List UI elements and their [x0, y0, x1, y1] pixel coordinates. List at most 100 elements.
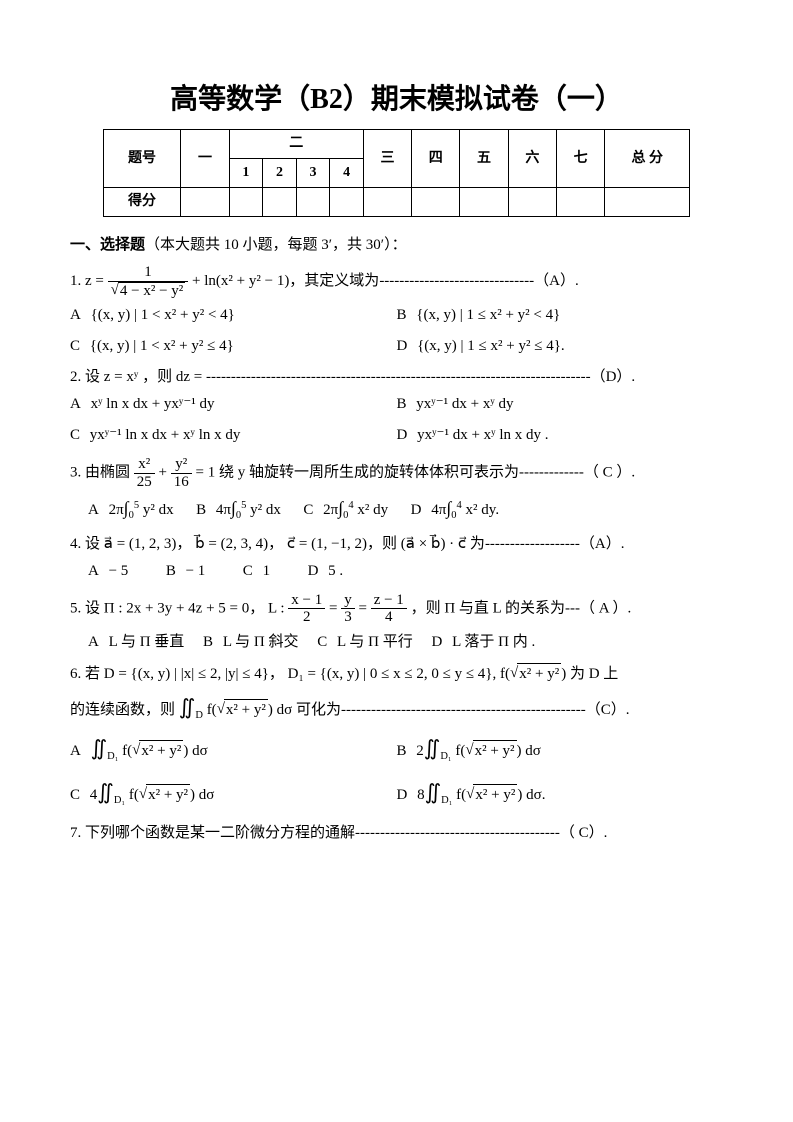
q2-label-b: B	[397, 396, 407, 412]
q2-answer: （D）.	[591, 369, 636, 385]
hdr-two-3: 3	[296, 159, 330, 188]
q4-dashes: -------------------	[485, 536, 580, 552]
q6-d-pre: 8	[417, 787, 425, 803]
q1-label-d: D	[397, 338, 408, 354]
q2-opt-b: yxʸ⁻¹ dx + xʸ dy	[416, 396, 513, 412]
q3-c-pre: 2π	[323, 502, 338, 518]
q3-answer: （ C ）.	[584, 465, 635, 481]
q6-label-a: A	[70, 743, 81, 759]
score-table: 题号 一 二 三 四 五 六 七 总 分 1 2 3 4 得分	[103, 129, 691, 217]
hdr-four: 四	[412, 130, 460, 188]
q1-label-c: C	[70, 338, 80, 354]
q4-answer: （A）.	[580, 536, 625, 552]
q5-opt-d: L 落于 Π 内 .	[452, 634, 535, 650]
question-3: 3. 由椭圆 x²25 + y²16 = 1 绕 y 轴旋转一周所生成的旋转体体…	[70, 456, 723, 490]
section-1-note: （本大题共 10 小题，每题 3′，共 30′）：	[145, 237, 407, 253]
q6-label-c: C	[70, 787, 80, 803]
q4-opt-b: − 1	[186, 563, 206, 579]
q4-label-a: A	[88, 563, 99, 579]
cell-score-2c	[296, 188, 330, 217]
q5-opt-c: L 与 Π 平行	[337, 634, 413, 650]
q3-dashes: -------------	[519, 465, 584, 481]
section-1-title: 一、选择题	[70, 237, 145, 253]
q5-stem-post: ，则 Π 与直 L 的关系为	[411, 600, 565, 616]
q6-options-row2: C 4∬D₁ f(√x² + y²) dσ D 8∬D₁ f(√x² + y²)…	[70, 778, 723, 809]
hdr-question-no: 题号	[103, 130, 181, 188]
q5-label-c: C	[317, 634, 327, 650]
q2-opt-d: yxʸ⁻¹ dx + xʸ ln x dy .	[417, 427, 548, 443]
q1-dashes: -------------------------------	[379, 273, 534, 289]
hdr-three: 三	[363, 130, 411, 188]
cell-score-4	[412, 188, 460, 217]
q2-options-row2: C yxʸ⁻¹ ln x dx + xʸ ln x dy D yxʸ⁻¹ dx …	[70, 425, 723, 446]
q1-options-row2: C {(x, y) | 1 < x² + y² ≤ 4} D {(x, y) |…	[70, 336, 723, 357]
q5-options: A L 与 Π 垂直 B L 与 Π 斜交 C L 与 Π 平行 D L 落于 …	[88, 632, 723, 653]
q2-opt-a: xʸ ln x dx + yxʸ⁻¹ dy	[91, 396, 215, 412]
q6-label-d: D	[397, 787, 408, 803]
q5-label-d: D	[431, 634, 442, 650]
hdr-five: 五	[460, 130, 508, 188]
q7-answer: （ C）.	[560, 825, 608, 841]
q4-opt-d: 5 .	[328, 563, 343, 579]
hdr-two-1: 1	[229, 159, 263, 188]
q1-opt-b: {(x, y) | 1 ≤ x² + y² < 4}	[416, 307, 560, 323]
q4-stem: 4. 设 a⃗ = (1, 2, 3)， b⃗ = (2, 3, 4)， c⃗ …	[70, 536, 485, 552]
q1-answer: （A）.	[534, 273, 579, 289]
cell-score-6	[508, 188, 556, 217]
q1-stem-a: 1. z =	[70, 273, 108, 289]
cell-score-2b	[263, 188, 297, 217]
cell-score-2a	[229, 188, 263, 217]
q1-opt-d: {(x, y) | 1 ≤ x² + y² ≤ 4}.	[417, 338, 565, 354]
q3-frac-x: x²25	[134, 456, 155, 490]
q3-c-int: x² dy	[357, 502, 388, 518]
q6-dashes: ----------------------------------------…	[341, 702, 586, 718]
row-score-label: 得分	[103, 188, 181, 217]
section-1-heading: 一、选择题（本大题共 10 小题，每题 3′，共 30′）：	[70, 235, 723, 256]
q5-dashes: ---	[565, 600, 580, 616]
q1-label-a: A	[70, 307, 81, 323]
cell-score-3	[363, 188, 411, 217]
q1-frac: 1 √4 − x² − y²	[108, 264, 189, 299]
q1-options-row1: A {(x, y) | 1 < x² + y² < 4} B {(x, y) |…	[70, 305, 723, 326]
q6-b-pre: 2	[416, 743, 424, 759]
q5-answer: （ A ）.	[580, 600, 631, 616]
q5-label-a: A	[88, 634, 99, 650]
hdr-seven: 七	[556, 130, 604, 188]
cell-score-7	[556, 188, 604, 217]
q2-dashes: ----------------------------------------…	[206, 369, 591, 385]
question-6-line2: 的连续函数，则 ∬D f(√x² + y²) dσ 可化为-----------…	[70, 693, 723, 724]
q1-label-b: B	[397, 307, 407, 323]
q4-options: A − 5 B − 1 C 1 D 5 .	[88, 561, 723, 582]
q5-opt-b: L 与 Π 斜交	[223, 634, 299, 650]
q6-stem-l1b: ) 为 D 上	[561, 666, 618, 682]
q5-label-b: B	[203, 634, 213, 650]
q5-frac-3: z − 14	[371, 592, 407, 626]
hdr-two-2: 2	[263, 159, 297, 188]
q1-opt-a: {(x, y) | 1 < x² + y² < 4}	[91, 307, 235, 323]
q2-options-row1: A xʸ ln x dx + yxʸ⁻¹ dy B yxʸ⁻¹ dx + xʸ …	[70, 394, 723, 415]
q3-b-int: y² dx	[250, 502, 281, 518]
q5-frac-2: y3	[341, 592, 355, 626]
question-7: 7. 下列哪个函数是某一二阶微分方程的通解-------------------…	[70, 823, 723, 844]
question-1: 1. z = 1 √4 − x² − y² + ln(x² + y² − 1)，…	[70, 264, 723, 299]
q2-opt-c: yxʸ⁻¹ ln x dx + xʸ ln x dy	[90, 427, 241, 443]
question-5: 5. 设 Π : 2x + 3y + 4z + 5 = 0， L : x − 1…	[70, 592, 723, 626]
q4-label-b: B	[166, 563, 176, 579]
q3-label-a: A	[88, 502, 99, 518]
q3-d-pre: 4π	[431, 502, 446, 518]
cell-score-5	[460, 188, 508, 217]
q1-stem-b: + ln(x² + y² − 1)，其定义域为	[192, 273, 379, 289]
q6-stem-l1a: 6. 若 D = {(x, y) | |x| ≤ 2, |y| ≤ 4}， D₁…	[70, 666, 510, 682]
question-6: 6. 若 D = {(x, y) | |x| ≤ 2, |y| ≤ 4}， D₁…	[70, 663, 723, 685]
q3-label-d: D	[411, 502, 422, 518]
cell-score-2d	[330, 188, 364, 217]
q3-dot: .	[495, 502, 499, 518]
q6-stem-l2a: 的连续函数，则	[70, 702, 179, 718]
exam-title: 高等数学（B2）期末模拟试卷（一）	[70, 80, 723, 119]
q3-frac-y: y²16	[171, 456, 192, 490]
q6-stem-l2b: 可化为	[292, 702, 341, 718]
q5-stem-pre: 5. 设 Π : 2x + 3y + 4z + 5 = 0， L :	[70, 600, 288, 616]
hdr-six: 六	[508, 130, 556, 188]
q7-stem: 7. 下列哪个函数是某一二阶微分方程的通解	[70, 825, 355, 841]
q3-options: A 2π∫05 y² dx B 4π∫05 y² dx C 2π∫04 x² d…	[88, 496, 723, 524]
